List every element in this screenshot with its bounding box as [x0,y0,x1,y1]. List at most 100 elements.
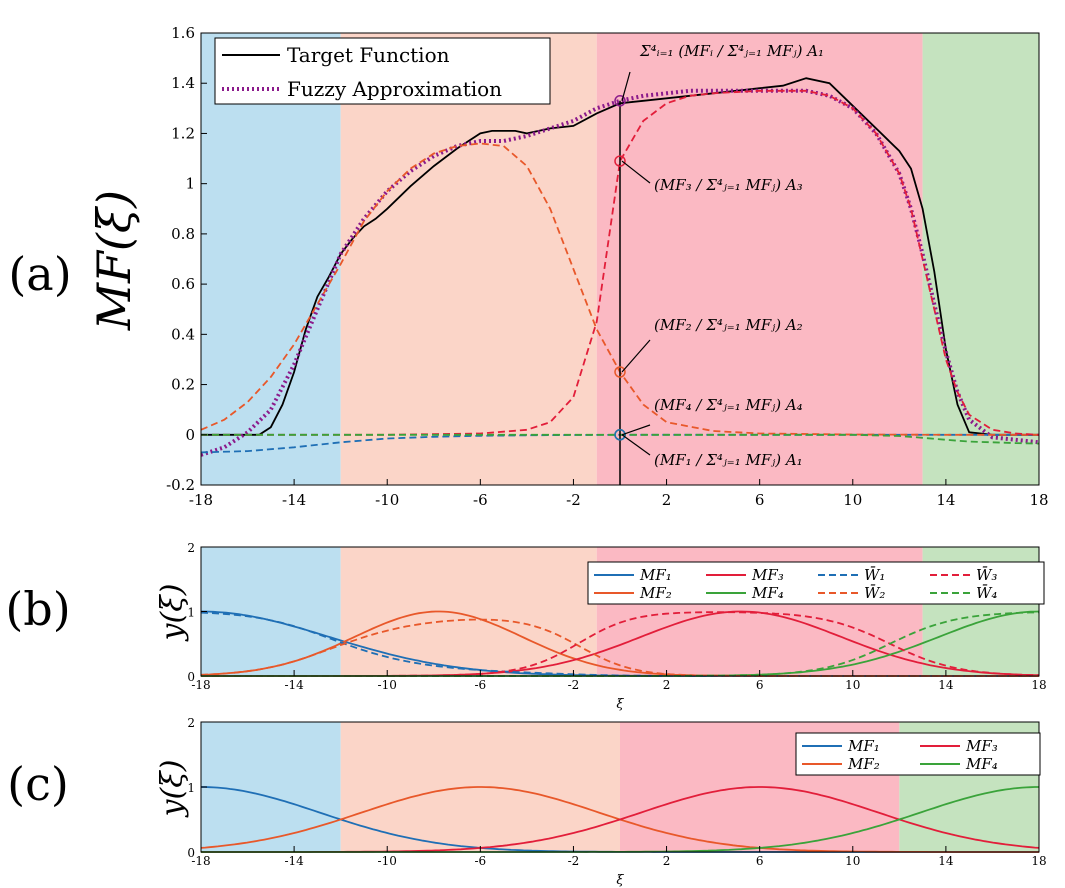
legend: MF₁ MF₃ W̄₁ W̄₃ MF₂ MF₄ W̄₂ W̄₄ [587,561,1045,605]
y-tick-label: 2 [187,716,195,730]
x-axis-label: ξ [616,697,624,712]
annotation-label: (MF₄ / Σ⁴ⱼ₌₁ MFⱼ) A₄ [654,396,803,414]
legend-box [795,732,1041,776]
legend: MF₁ MF₃ MF₂ MF₄ [795,732,1041,776]
x-tick-label: -18 [191,678,210,692]
x-tick-label: -18 [189,491,213,509]
y-axis-label: y(ξ) [155,584,190,643]
panel-label: (a) [8,247,71,301]
y-tick-label: 0 [187,670,195,684]
x-tick-label: 2 [663,678,671,692]
legend-box [214,37,551,105]
legend-label: MF₄ [751,584,784,602]
x-tick-label: 10 [843,491,862,509]
y-tick-label: 0.6 [171,275,195,293]
marker-circle [614,155,626,167]
marker-circle [614,429,626,441]
x-tick-label: 10 [845,678,860,692]
y-tick-label: 2 [187,541,195,555]
x-tick-label: -2 [566,491,581,509]
legend-label: W̄₄ [976,584,997,602]
legend-label: MF₁ [847,737,880,755]
annotation-label: Σ⁴ᵢ₌₁ (MFᵢ / Σ⁴ⱼ₌₁ MFⱼ) A₁ [639,42,824,60]
y-tick-label: 1.4 [171,74,195,92]
panel-a: -18 -14 -10 -6 -2 2 6 10 14 18 -0.2 0 0.2 0.4 0.6 0.8 1 1… [8,24,1048,509]
band-region [201,33,341,485]
legend-label: MF₄ [965,755,998,773]
x-tick-label: -2 [568,854,580,868]
y-tick-label: 1.2 [171,124,195,142]
x-tick-label: 6 [755,491,765,509]
series-line-a-4 [201,89,1040,436]
y-tick-label: 0 [185,426,195,444]
annotation-label: (MF₂ / Σ⁴ⱼ₌₁ MFⱼ) A₂ [654,316,803,334]
legend-label: W̄₁ [864,566,885,584]
x-tick-label: -14 [284,854,304,868]
legend-label: MF₁ [639,566,672,584]
legend-box [587,561,1045,605]
x-tick-label: -10 [378,678,397,692]
annotation-label: (MF₁ / Σ⁴ⱼ₌₁ MFⱼ) A₁ [654,451,803,469]
x-tick-label: -14 [284,678,304,692]
y-axis-label: MF(ξ) [87,190,141,331]
y-tick-label: 0.4 [171,325,195,343]
y-tick-label: 0 [187,846,195,860]
x-tick-label: -6 [474,678,486,692]
annotation-arrow [621,434,651,456]
x-tick-label: 14 [938,678,954,692]
series-line-a-1 [200,88,1040,457]
y-tick-label: 1 [185,175,195,193]
x-tick-label: 2 [663,854,671,868]
x-tick-label: -14 [282,491,306,509]
legend-label: W̄₃ [976,566,997,584]
legend: Target Function Fuzzy Approximation [214,37,551,105]
x-tick-label: -2 [568,678,580,692]
panel-b: -18 -14 -10 -6 -2 2 6 10 14 18 0 1 2 (b) y(ξ) ξ MF₁ MF₃ W̄… [5,541,1046,712]
x-tick-label: 14 [938,854,954,868]
band-region [201,722,341,852]
panel-label: (c) [7,757,69,811]
x-tick-label: 10 [845,854,860,868]
legend-label: MF₃ [751,566,784,584]
band-region [596,33,923,485]
x-tick-label: 18 [1029,491,1048,509]
y-axis-label: y(ξ) [155,760,190,819]
legend-label: MF₂ [639,584,672,602]
x-tick-label: -18 [191,854,210,868]
marker-circle [614,366,626,378]
legend-label: Target Function [287,43,450,67]
x-tick-label: 14 [936,491,955,509]
x-tick-label: 2 [662,491,672,509]
x-tick-label: 6 [756,854,764,868]
x-tick-label: 6 [756,678,764,692]
x-axis-label: ξ [616,873,624,888]
y-tick-label: -0.2 [166,476,195,494]
series-line-b-6 [201,611,1040,677]
y-tick-label: 1 [187,781,195,795]
x-tick-label: -10 [375,491,399,509]
series-line-a-5 [201,433,1040,445]
annotation-arrow [621,71,631,101]
x-tick-label: -6 [474,854,486,868]
band-region [922,33,1039,485]
band-region [340,33,597,485]
band-region [340,547,597,676]
x-tick-label: 18 [1031,678,1046,692]
x-tick-label: 18 [1031,854,1046,868]
annotation-arrow [621,339,651,373]
legend-label: W̄₂ [864,584,885,602]
annotation-label: (MF₃ / Σ⁴ⱼ₌₁ MFⱼ) A₃ [654,176,803,194]
marker-circle [614,95,626,107]
y-tick-label: 1.6 [171,24,195,42]
band-region [201,547,341,676]
x-tick-label: -6 [473,491,488,509]
legend-label: MF₃ [965,737,998,755]
legend-label: Fuzzy Approximation [287,77,502,101]
x-tick-label: -10 [378,854,397,868]
series-line-a-3 [200,142,1039,436]
annotation-arrow [621,424,651,436]
legend-label: MF₂ [847,755,880,773]
series-line-a-0 [201,77,1039,436]
